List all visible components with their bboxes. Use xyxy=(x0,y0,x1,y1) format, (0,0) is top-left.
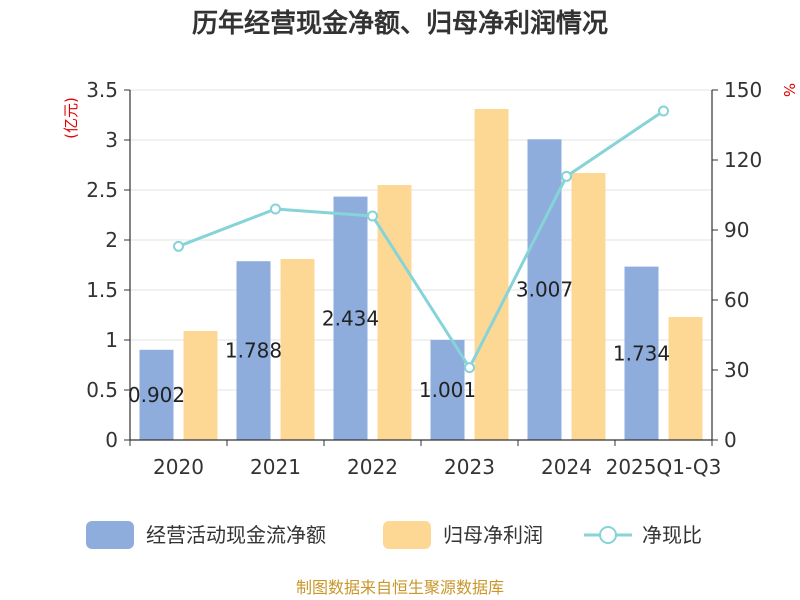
right-tick-label: 30 xyxy=(724,358,749,382)
cashflow-bar xyxy=(527,139,562,441)
ratio-line-group xyxy=(173,105,669,374)
net-profit-bar xyxy=(280,259,315,440)
cashflow-data-label: 3.007 xyxy=(516,278,573,302)
left-tick-label: 2 xyxy=(105,228,118,252)
ratio-point xyxy=(367,210,378,222)
x-tick-label: 2024 xyxy=(541,455,592,479)
left-tick-label: 0 xyxy=(105,428,118,452)
legend-item-ratio-swatch-marker xyxy=(599,526,617,544)
right-axis-unit: % xyxy=(780,83,798,97)
chart-title: 历年经营现金净额、归母净利润情况 xyxy=(192,8,608,39)
left-axis-unit: (亿元) xyxy=(62,97,80,139)
legend-item-cashflow-swatch xyxy=(86,521,134,549)
x-tick-label: 2021 xyxy=(250,455,301,479)
axes-group: 0 0.5 1 1.5 2 2.5 3 3.5 0 30 60 90 120 150 2020 2021 202… xyxy=(86,78,762,479)
right-tick-label: 90 xyxy=(724,218,749,242)
net-profit-bar xyxy=(377,185,412,440)
right-tick-label: 120 xyxy=(724,148,762,172)
cashflow-bar xyxy=(236,261,271,440)
ratio-point xyxy=(658,105,669,117)
left-tick-label: 0.5 xyxy=(86,378,118,402)
cashflow-bar xyxy=(139,349,174,440)
cashflow-bar xyxy=(333,196,368,440)
cashflow-data-label: 1.734 xyxy=(613,341,670,365)
ratio-point xyxy=(561,170,572,182)
cashflow-data-label: 1.788 xyxy=(225,339,282,363)
left-tick-label: 1 xyxy=(105,328,118,352)
cashflow-data-label: 1.001 xyxy=(419,378,476,402)
legend: 经营活动现金流净额 归母净利润 净现比 xyxy=(86,521,702,549)
data-labels-group: 0.902 1.788 2.434 1.001 3.007 1.734 xyxy=(128,278,670,407)
left-tick-label: 3 xyxy=(105,128,118,152)
legend-item-net-profit-swatch xyxy=(383,521,431,549)
legend-item-cashflow-label: 经营活动现金流净额 xyxy=(146,523,326,547)
net-profit-bar xyxy=(571,173,606,440)
ratio-point xyxy=(173,240,184,252)
left-tick-label: 1.5 xyxy=(86,278,118,302)
legend-item-ratio-label: 净现比 xyxy=(642,523,702,547)
left-tick-label: 2.5 xyxy=(86,178,118,202)
source-note: 制图数据来自恒生聚源数据库 xyxy=(296,578,504,597)
legend-item-net-profit-label: 归母净利润 xyxy=(443,523,543,547)
x-tick-label: 2023 xyxy=(444,455,495,479)
x-tick-label: 2025Q1-Q3 xyxy=(606,455,722,479)
ratio-line xyxy=(177,109,665,371)
right-tick-label: 150 xyxy=(724,78,762,102)
cashflow-data-label: 0.902 xyxy=(128,383,185,407)
left-tick-label: 3.5 xyxy=(86,78,118,102)
net-profit-bar xyxy=(474,109,509,440)
net-profit-bar xyxy=(668,317,703,440)
net-profit-bar xyxy=(183,331,218,440)
cashflow-bar xyxy=(430,339,465,440)
cashflow-bar xyxy=(624,266,659,440)
cashflow-data-label: 2.434 xyxy=(322,306,379,330)
right-tick-label: 60 xyxy=(724,288,749,312)
ratio-point xyxy=(270,203,281,215)
x-tick-label: 2020 xyxy=(153,455,204,479)
right-tick-label: 0 xyxy=(724,428,737,452)
ratio-point xyxy=(464,362,475,374)
x-tick-label: 2022 xyxy=(347,455,398,479)
bars-group xyxy=(139,109,703,441)
